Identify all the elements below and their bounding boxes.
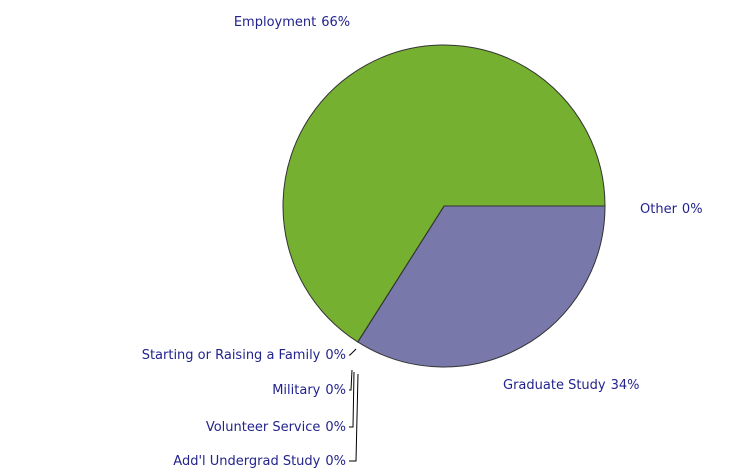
slice-label: Volunteer Service 0% (206, 420, 346, 435)
pie-slice (357, 205, 606, 368)
slice-label: Starting or Raising a Family 0% (142, 348, 346, 363)
category-label: Other (640, 202, 678, 217)
category-label: Starting or Raising a Family (142, 348, 321, 363)
value-label: 0% (325, 348, 346, 363)
category-label: Employment (234, 15, 316, 30)
value-label: 34% (611, 378, 640, 393)
pie-slice (282, 44, 606, 343)
value-label: 0% (325, 383, 346, 398)
leader-line (349, 371, 355, 428)
leader-line (349, 348, 357, 356)
value-label: 66% (321, 15, 350, 30)
slice-label: Add'l Undergrad Study 0% (173, 454, 346, 468)
leader-line (349, 373, 359, 462)
slice-label: Other 0% (640, 202, 703, 217)
category-label: Add'l Undergrad Study (173, 454, 320, 468)
value-label: 0% (325, 454, 346, 468)
leader-line (349, 369, 353, 391)
category-label: Volunteer Service (206, 420, 321, 435)
slice-label: Graduate Study 34% (503, 378, 640, 393)
value-label: 0% (325, 420, 346, 435)
category-label: Graduate Study (503, 378, 606, 393)
slice-label: Employment 66% (234, 15, 350, 30)
value-label: 0% (682, 202, 703, 217)
slice-label: Military 0% (272, 383, 346, 398)
category-label: Military (272, 383, 320, 398)
